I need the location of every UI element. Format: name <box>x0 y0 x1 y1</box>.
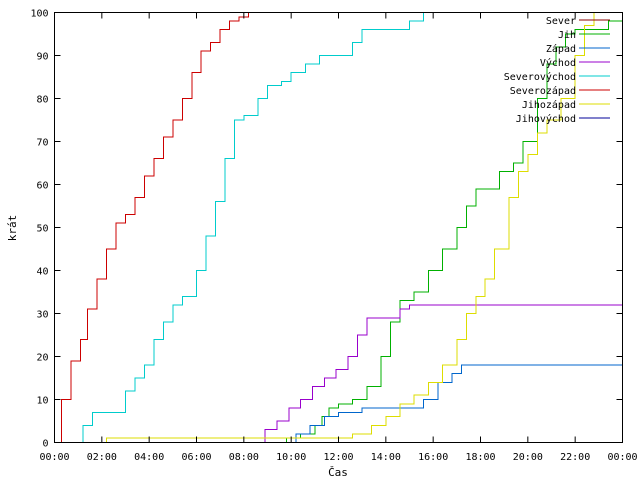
x-tick-label: 00:00 <box>607 452 637 463</box>
x-tick-label: 18:00 <box>465 452 495 463</box>
legend-label: Západ <box>546 43 576 55</box>
y-tick-label: 40 <box>36 267 48 278</box>
legend-label: Jihovýchod <box>516 113 576 125</box>
x-tick-label: 04:00 <box>134 452 164 463</box>
y-tick-label: 100 <box>30 9 48 20</box>
x-axis-label: Čas <box>328 466 348 479</box>
y-tick-label: 90 <box>36 52 48 63</box>
x-axis: 00:00 02:00 04:00 06:00 08:00 10:00 12:00 14:00… <box>39 12 638 463</box>
legend-label: Severovýchod <box>504 71 576 83</box>
y-tick-label: 50 <box>36 224 48 235</box>
y-tick-label: 30 <box>36 310 48 321</box>
series-layer <box>54 12 623 443</box>
y-tick-label: 70 <box>36 138 48 149</box>
y-axis-label: krát <box>6 215 19 242</box>
x-tick-label: 02:00 <box>87 452 117 463</box>
x-tick-label: 06:00 <box>181 452 211 463</box>
legend-label: Jih <box>558 30 576 41</box>
x-tick-label: 12:00 <box>323 452 353 463</box>
y-tick-label: 60 <box>36 181 48 192</box>
x-tick-label: 20:00 <box>513 452 543 463</box>
series-line-vychod <box>54 304 623 443</box>
series-line-severovychod <box>54 12 425 443</box>
x-tick-label: 22:00 <box>560 452 590 463</box>
legend-label: Východ <box>540 57 576 69</box>
y-tick-label: 0 <box>42 439 48 450</box>
x-tick-label: 16:00 <box>418 452 448 463</box>
legend-label: Severozápad <box>510 85 576 97</box>
legend-label: Sever <box>546 16 576 27</box>
x-tick-label: 08:00 <box>229 452 259 463</box>
series-line-zapad <box>54 364 623 443</box>
y-tick-label: 80 <box>36 95 48 106</box>
y-axis: 0 10 20 30 40 50 60 70 80 90 100 <box>30 9 623 450</box>
y-tick-label: 20 <box>36 353 48 364</box>
series-line-severozapad <box>54 12 258 443</box>
legend: Sever Jih Západ Východ Severovýchod Severozáp… <box>504 16 610 125</box>
x-tick-label: 14:00 <box>371 452 401 463</box>
legend-label: Jihozápad <box>522 99 576 111</box>
x-tick-label: 00:00 <box>39 452 69 463</box>
x-tick-label: 10:00 <box>276 452 306 463</box>
series-line-jihozapad <box>54 12 604 443</box>
y-tick-label: 10 <box>36 396 48 407</box>
